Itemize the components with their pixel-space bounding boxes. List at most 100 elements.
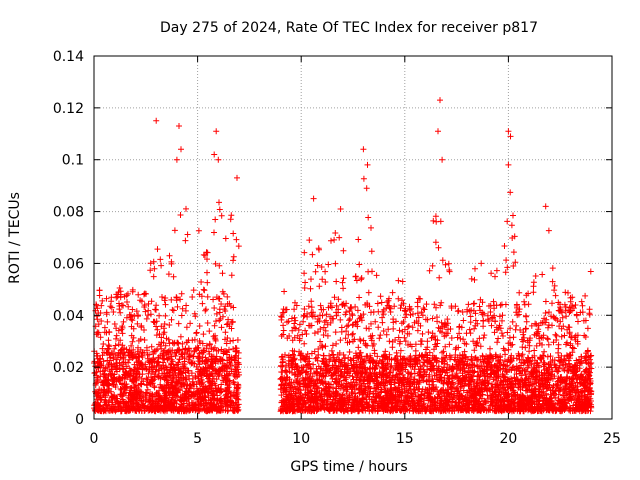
data-point: [184, 231, 191, 238]
data-point: [172, 353, 179, 359]
data-point: [135, 344, 141, 351]
data-point: [201, 287, 208, 294]
data-point: [204, 256, 210, 263]
data-point: [210, 296, 217, 303]
data-point: [206, 340, 213, 347]
data-point: [145, 300, 152, 307]
data-point: [157, 256, 164, 263]
data-point: [175, 359, 182, 366]
data-point: [207, 388, 214, 395]
data-point: [227, 303, 234, 310]
data-point: [166, 322, 173, 328]
data-point: [223, 340, 230, 347]
data-point: [158, 262, 165, 269]
data-point: [130, 325, 137, 332]
data-point: [183, 376, 190, 383]
data-point: [113, 332, 120, 339]
data-point: [196, 323, 203, 329]
data-point: [230, 400, 237, 407]
data-point: [101, 371, 108, 378]
data-point: [148, 298, 155, 305]
data-point: [204, 293, 211, 300]
data-point: [165, 336, 172, 343]
data-point: [104, 382, 111, 388]
data-point: [143, 344, 150, 351]
data-point: [119, 398, 126, 405]
data-point: [119, 330, 126, 337]
data-point: [223, 401, 230, 408]
data-point: [142, 308, 149, 315]
data-point: [212, 337, 219, 344]
data-point: [113, 291, 120, 298]
data-point: [211, 305, 218, 311]
data-point: [234, 373, 241, 380]
data-point: [133, 308, 140, 315]
data-point: [167, 388, 174, 395]
data-point: [211, 229, 217, 236]
data-point: [168, 296, 175, 303]
data-point: [176, 347, 183, 354]
data-point: [108, 298, 115, 305]
data-point: [154, 246, 161, 253]
data-point: [183, 324, 190, 331]
data-point: [125, 303, 132, 310]
data-point: [198, 279, 205, 285]
data-point: [150, 273, 157, 280]
data-point: [153, 332, 160, 339]
data-point: [111, 321, 118, 327]
data-point: [156, 312, 163, 319]
data-point: [158, 323, 165, 330]
data-point: [224, 335, 231, 341]
data-point: [216, 306, 223, 313]
data-point: [161, 388, 168, 395]
data-point: [198, 293, 205, 300]
data-point: [141, 290, 148, 297]
data-point: [162, 301, 169, 308]
data-point: [211, 322, 218, 329]
data-point: [141, 302, 148, 309]
data-point: [104, 318, 111, 325]
data-point: [159, 370, 165, 377]
data-point: [183, 302, 190, 309]
data-point: [185, 356, 192, 363]
data-point: [182, 237, 189, 244]
data-point: [206, 328, 213, 335]
data-point: [132, 399, 139, 406]
data-point: [151, 319, 158, 326]
data-point: [218, 356, 225, 363]
data-point: [141, 337, 148, 343]
data-point: [227, 362, 234, 369]
data-point: [227, 338, 234, 345]
data-point: [230, 230, 237, 237]
data-point: [99, 297, 106, 304]
data-point: [171, 227, 178, 234]
data-point: [141, 327, 147, 333]
data-point: [141, 291, 147, 298]
data-point: [168, 316, 175, 323]
data-point: [154, 360, 161, 366]
data-point: [235, 361, 242, 368]
data-point: [101, 378, 108, 385]
data-point: [175, 340, 182, 347]
data-point: [97, 368, 104, 375]
data-point: [107, 303, 114, 310]
data-point: [99, 352, 106, 359]
data-point: [212, 260, 219, 267]
data-point: [222, 235, 229, 242]
data-point: [213, 318, 219, 325]
data-point: [188, 360, 195, 367]
data-point: [230, 257, 237, 264]
data-point: [193, 330, 200, 337]
data-point: [182, 307, 189, 314]
data-point: [232, 374, 239, 380]
data-point: [144, 386, 151, 393]
data-point: [215, 347, 222, 354]
data-point: [170, 273, 177, 280]
data-point: [184, 351, 190, 358]
data-point: [130, 370, 137, 377]
data-point: [216, 262, 223, 269]
data-point: [131, 366, 138, 373]
data-point: [178, 312, 185, 319]
data-point: [109, 363, 115, 370]
